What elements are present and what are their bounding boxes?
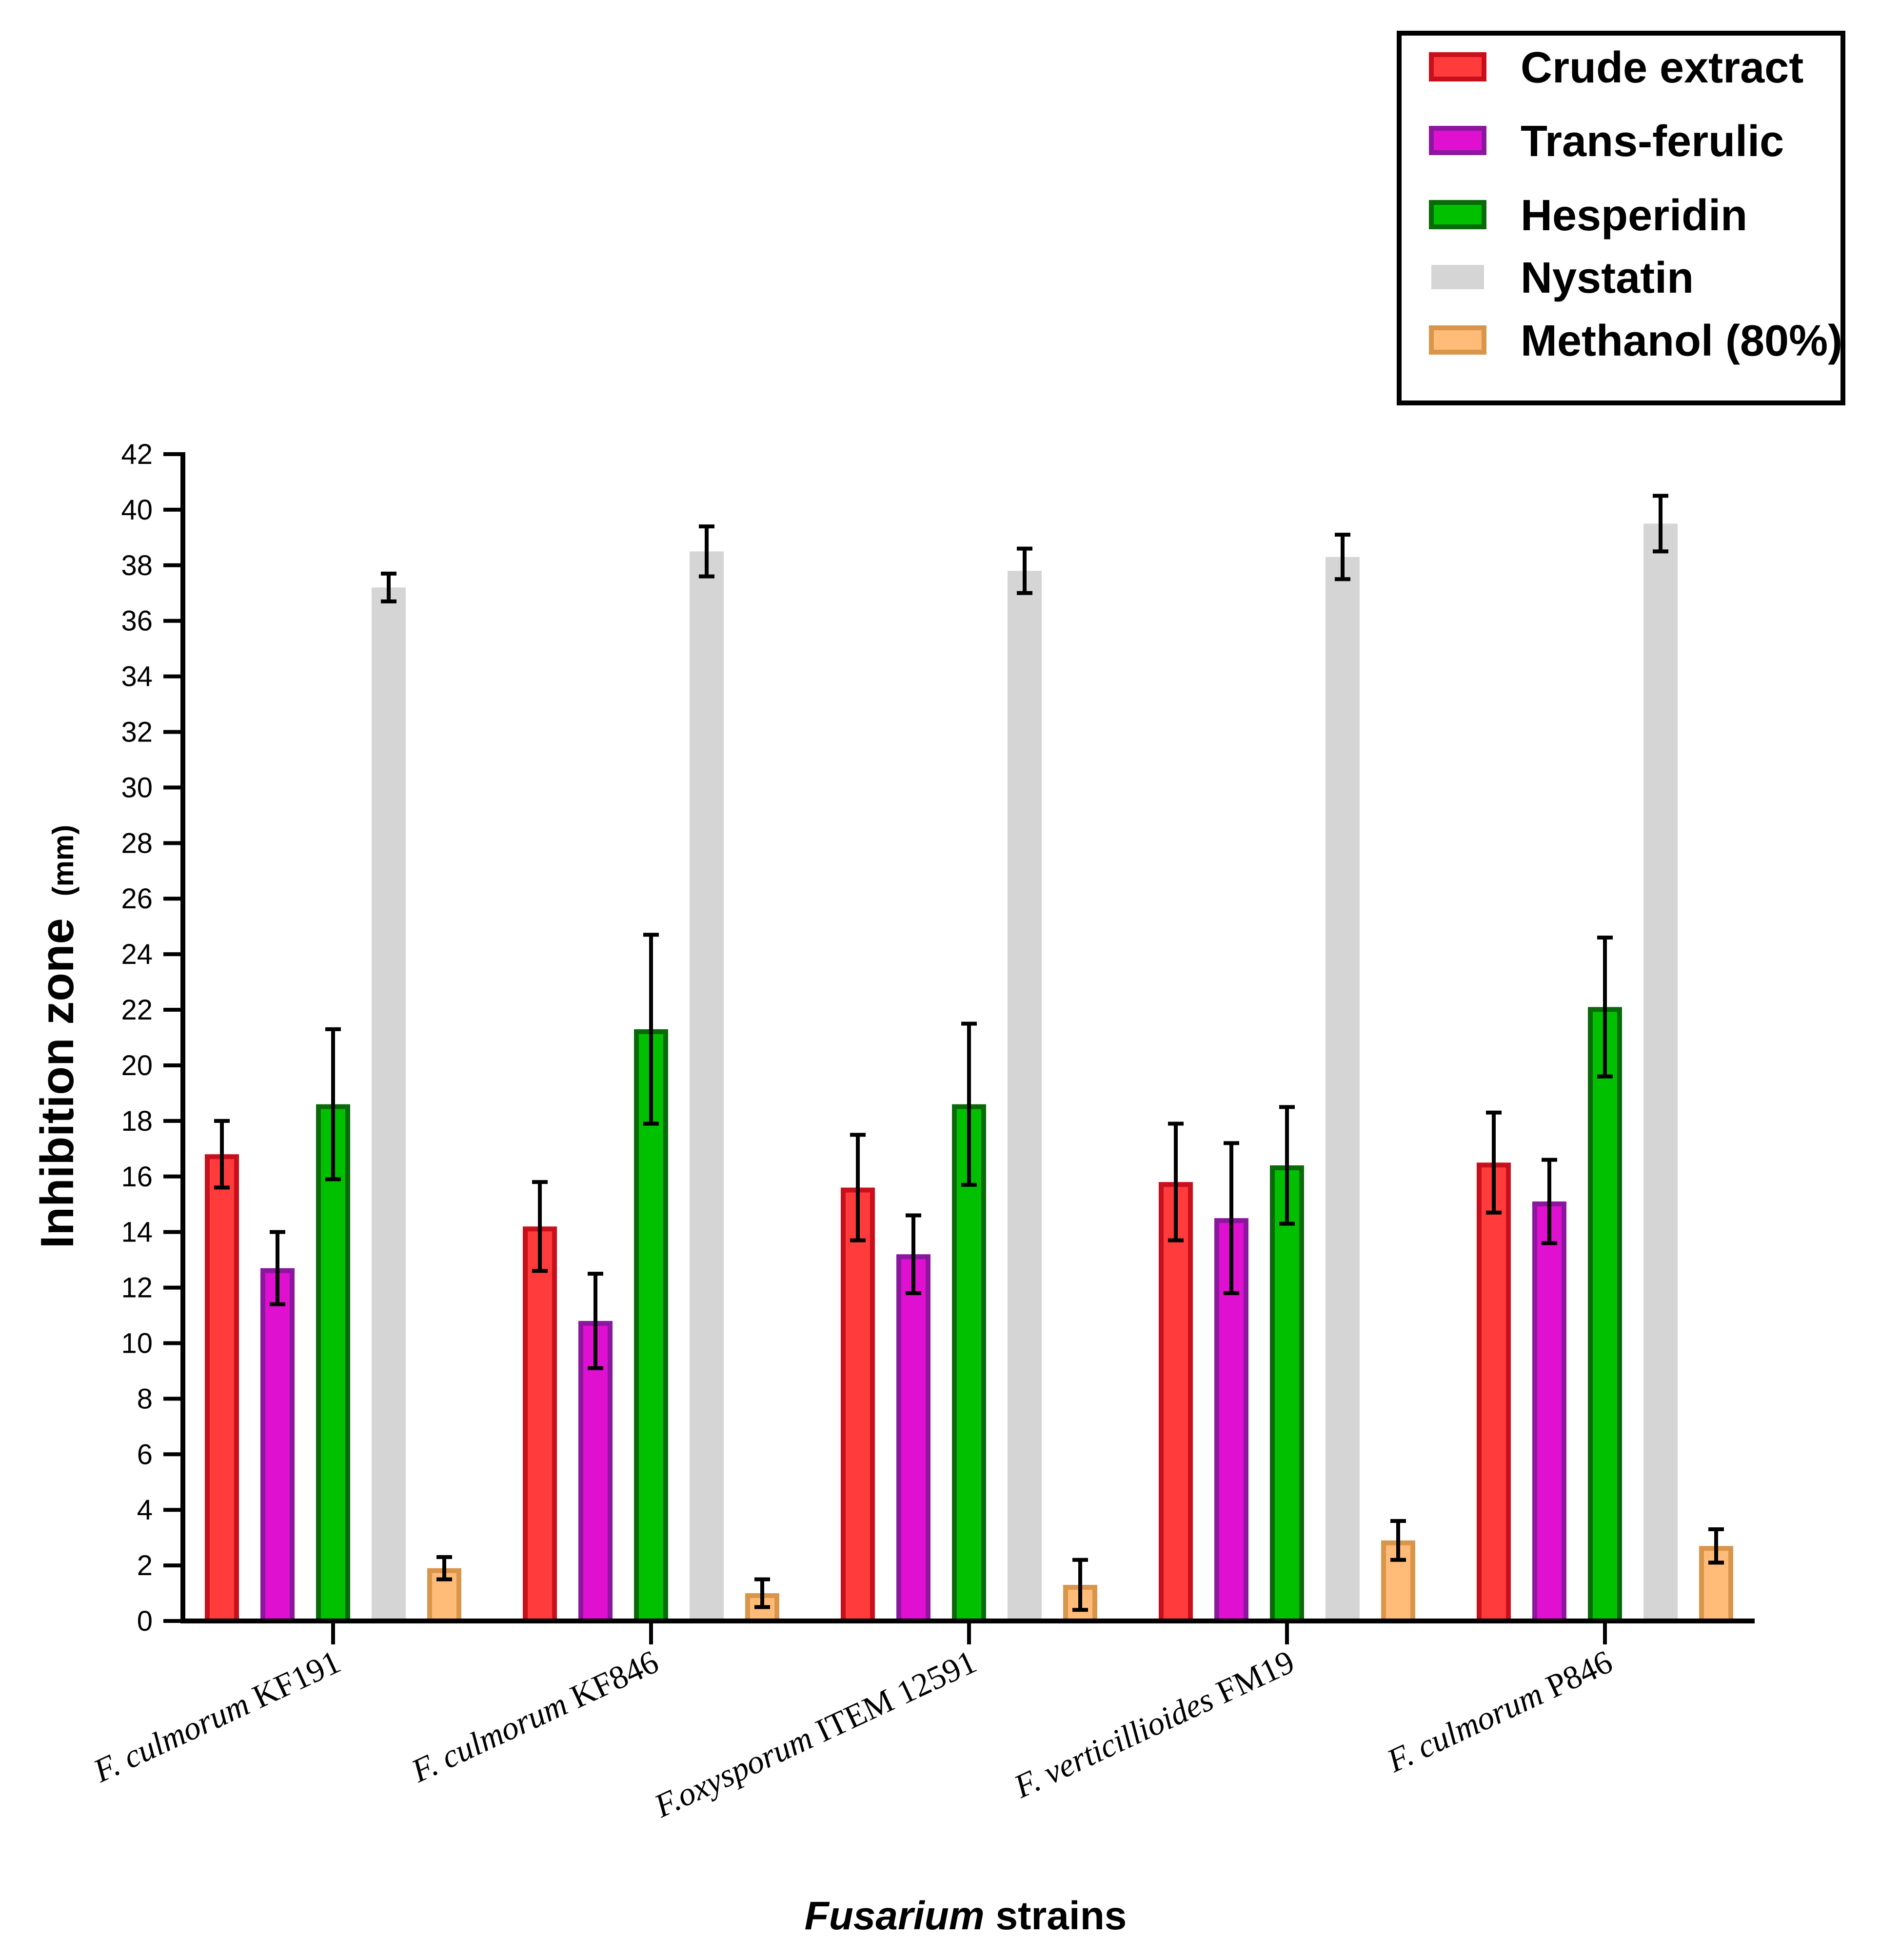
- legend-label: Crude extract: [1521, 43, 1803, 92]
- bar: [1643, 523, 1678, 1621]
- y-tick-label: 42: [121, 439, 153, 470]
- y-tick-label: 36: [121, 605, 153, 637]
- bar: [841, 1187, 875, 1624]
- legend-swatch: [1429, 325, 1486, 355]
- y-tick-label: 12: [121, 1272, 153, 1304]
- y-tick-label: 38: [121, 550, 153, 581]
- y-tick-label: 0: [137, 1605, 153, 1637]
- legend-label: Hesperidin: [1521, 191, 1747, 240]
- bar: [690, 551, 724, 1621]
- y-tick-label: 4: [137, 1494, 153, 1526]
- error-bars: [214, 494, 1724, 1612]
- legend-swatch: [1431, 265, 1484, 289]
- bar: [1326, 557, 1360, 1621]
- x-tick-label-strain: KF191: [239, 1643, 346, 1719]
- bar: [1477, 1162, 1511, 1623]
- y-tick-label: 24: [121, 939, 153, 970]
- legend-label: Trans-ferulic: [1521, 117, 1784, 166]
- x-tick-label-species: F. culmorum: [405, 1685, 573, 1790]
- y-tick-label: 40: [121, 494, 153, 526]
- y-tick-label: 28: [121, 827, 153, 859]
- x-tick-label: F. culmorum KF191: [87, 1643, 346, 1790]
- y-tick-label: 34: [121, 661, 153, 693]
- y-axis-label-unit: (mm): [47, 825, 79, 897]
- legend-swatch: [1429, 200, 1486, 229]
- x-axis-label-rest: strains: [985, 1894, 1127, 1938]
- y-tick-label: 26: [121, 883, 153, 915]
- y-tick-label: 10: [121, 1327, 153, 1359]
- bar: [896, 1254, 930, 1623]
- y-tick-label: 8: [137, 1383, 153, 1415]
- bar: [372, 587, 406, 1621]
- legend-swatch: [1429, 52, 1486, 81]
- y-tick-label: 20: [121, 1050, 153, 1081]
- bar: [205, 1154, 239, 1623]
- x-tick-label-species: F. culmorum: [1381, 1675, 1548, 1780]
- x-axis-label-italic: Fusarium: [805, 1894, 985, 1938]
- y-tick-label: 2: [137, 1550, 153, 1581]
- x-tick-label-species: F. culmorum: [87, 1685, 255, 1790]
- x-tick-label-species: F.oxysporum: [648, 1719, 818, 1824]
- x-tick-label-species: F. verticillioides: [1008, 1680, 1219, 1805]
- y-axis-label-main: Inhibition zone: [31, 918, 83, 1248]
- y-tick-label: 16: [121, 1161, 153, 1193]
- x-axis-label: Fusarium strains: [805, 1894, 1127, 1938]
- x-tick-label-strain: ITEM 12591: [803, 1643, 982, 1753]
- bar: [523, 1226, 557, 1623]
- bar: [316, 1104, 350, 1624]
- y-tick-label: 32: [121, 717, 153, 748]
- bar: [1532, 1201, 1566, 1623]
- y-tick-label: 6: [137, 1439, 153, 1470]
- bar: [1588, 1007, 1622, 1623]
- y-tick-label: 18: [121, 1105, 153, 1137]
- bar: [1008, 571, 1042, 1621]
- bar: [1159, 1182, 1193, 1623]
- legend-swatch: [1429, 126, 1486, 155]
- y-axis-label: Inhibition zone (mm): [31, 825, 83, 1249]
- legend-label: Nystatin: [1521, 254, 1694, 302]
- bar: [260, 1268, 295, 1624]
- x-tick-label: F. culmorum P846: [1381, 1643, 1618, 1780]
- x-tick-label-strain: P846: [1533, 1643, 1618, 1709]
- x-tick-label: F. verticillioides FM19: [1008, 1643, 1300, 1805]
- x-tick-label: F. culmorum KF846: [405, 1643, 664, 1790]
- y-tick-label: 14: [121, 1217, 153, 1248]
- bar: [1270, 1165, 1304, 1623]
- legend-label: Methanol (80%): [1521, 317, 1842, 365]
- y-tick-label: 22: [121, 994, 153, 1026]
- legend: Crude extract Trans-ferulic Hesperidin Nyst…: [1397, 31, 1845, 405]
- y-tick-label: 30: [121, 772, 153, 803]
- x-tick-label-strain: KF846: [557, 1643, 664, 1719]
- x-tick-label-strain: FM19: [1203, 1643, 1300, 1714]
- x-tick-label: F.oxysporum ITEM 12591: [648, 1643, 982, 1825]
